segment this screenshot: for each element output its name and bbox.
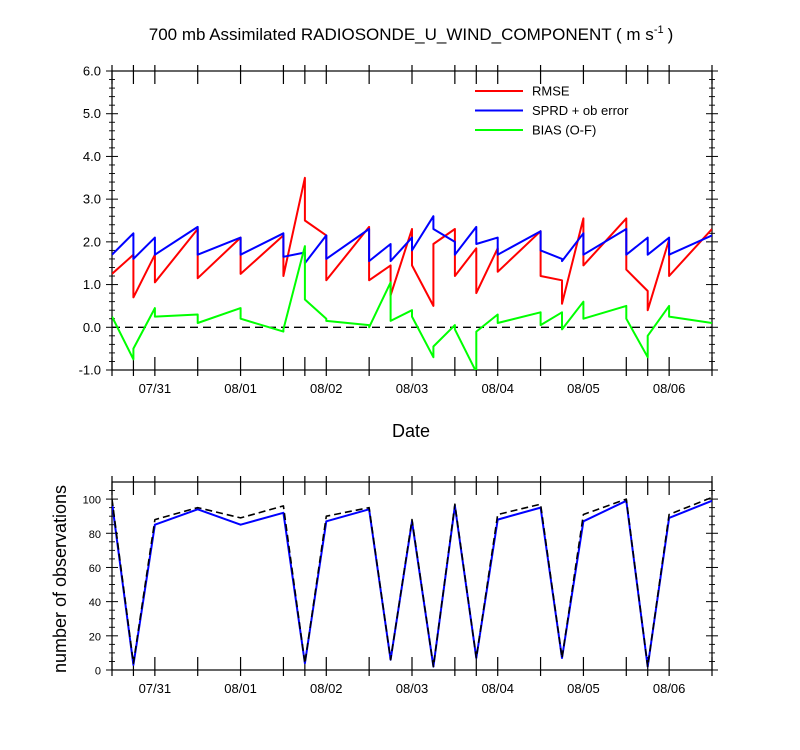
y-tick-label: 5.0 [83,106,101,121]
y-tick-label: 2.0 [83,234,101,249]
series-line-assimilated [112,499,712,668]
x-tick-label: 08/04 [481,381,514,396]
x-tick-label: 08/05 [567,381,600,396]
y-tick-label: 100 [83,495,101,507]
x-tick-label: 08/05 [567,681,600,696]
y-tick-label: 80 [89,529,101,541]
x-tick-label: 08/03 [396,681,429,696]
title-close: ) [668,25,674,44]
x-tick-label: 07/31 [139,681,172,696]
y-tick-label: 0 [95,666,101,678]
x-tick-label: 08/06 [653,681,686,696]
y-tick-label: 0.0 [83,320,101,335]
y-axis-label: number of observations [50,485,70,673]
legend-label: RMSE [532,84,570,99]
y-tick-label: 4.0 [83,149,101,164]
x-tick-label: 08/03 [396,381,429,396]
x-tick-label: 08/02 [310,681,343,696]
x-tick-label: 08/01 [224,681,257,696]
y-tick-label: 60 [89,563,101,575]
y-tick-label: 3.0 [83,192,101,207]
series-line-rmse [112,176,712,312]
legend-label: SPRD + ob error [532,103,629,118]
series-line-bias-o-f [112,245,712,370]
x-tick-label: 08/01 [224,381,257,396]
x-axis-label: Date [392,421,430,441]
x-tick-label: 08/02 [310,381,343,396]
x-tick-label: 08/06 [653,381,686,396]
y-tick-label: -1.0 [79,363,101,378]
top-chart: -1.0 0.0 1.0 2.0 3.0 4.0 5.0 6.0 07/31 08/01 08/02… [79,64,718,396]
y-tick-label: 1.0 [83,277,101,292]
x-tick-label: 08/04 [481,681,514,696]
x-tick-label: 07/31 [139,381,172,396]
series-line-sprd-ob-error [112,215,712,265]
title-superscript: -1 [654,24,664,36]
series-line-total [112,496,712,668]
bottom-chart: 0 20 40 60 80 100 07/31 08/01 08/02 08/03 08/04 08/… [83,476,718,696]
chart-title: 700 mb Assimilated RADIOSONDE_U_WIND_COM… [149,24,674,44]
y-tick-label: 40 [89,597,101,609]
legend-label: BIAS (O-F) [532,123,596,138]
y-tick-label: 6.0 [83,64,101,79]
y-tick-label: 20 [89,631,101,643]
